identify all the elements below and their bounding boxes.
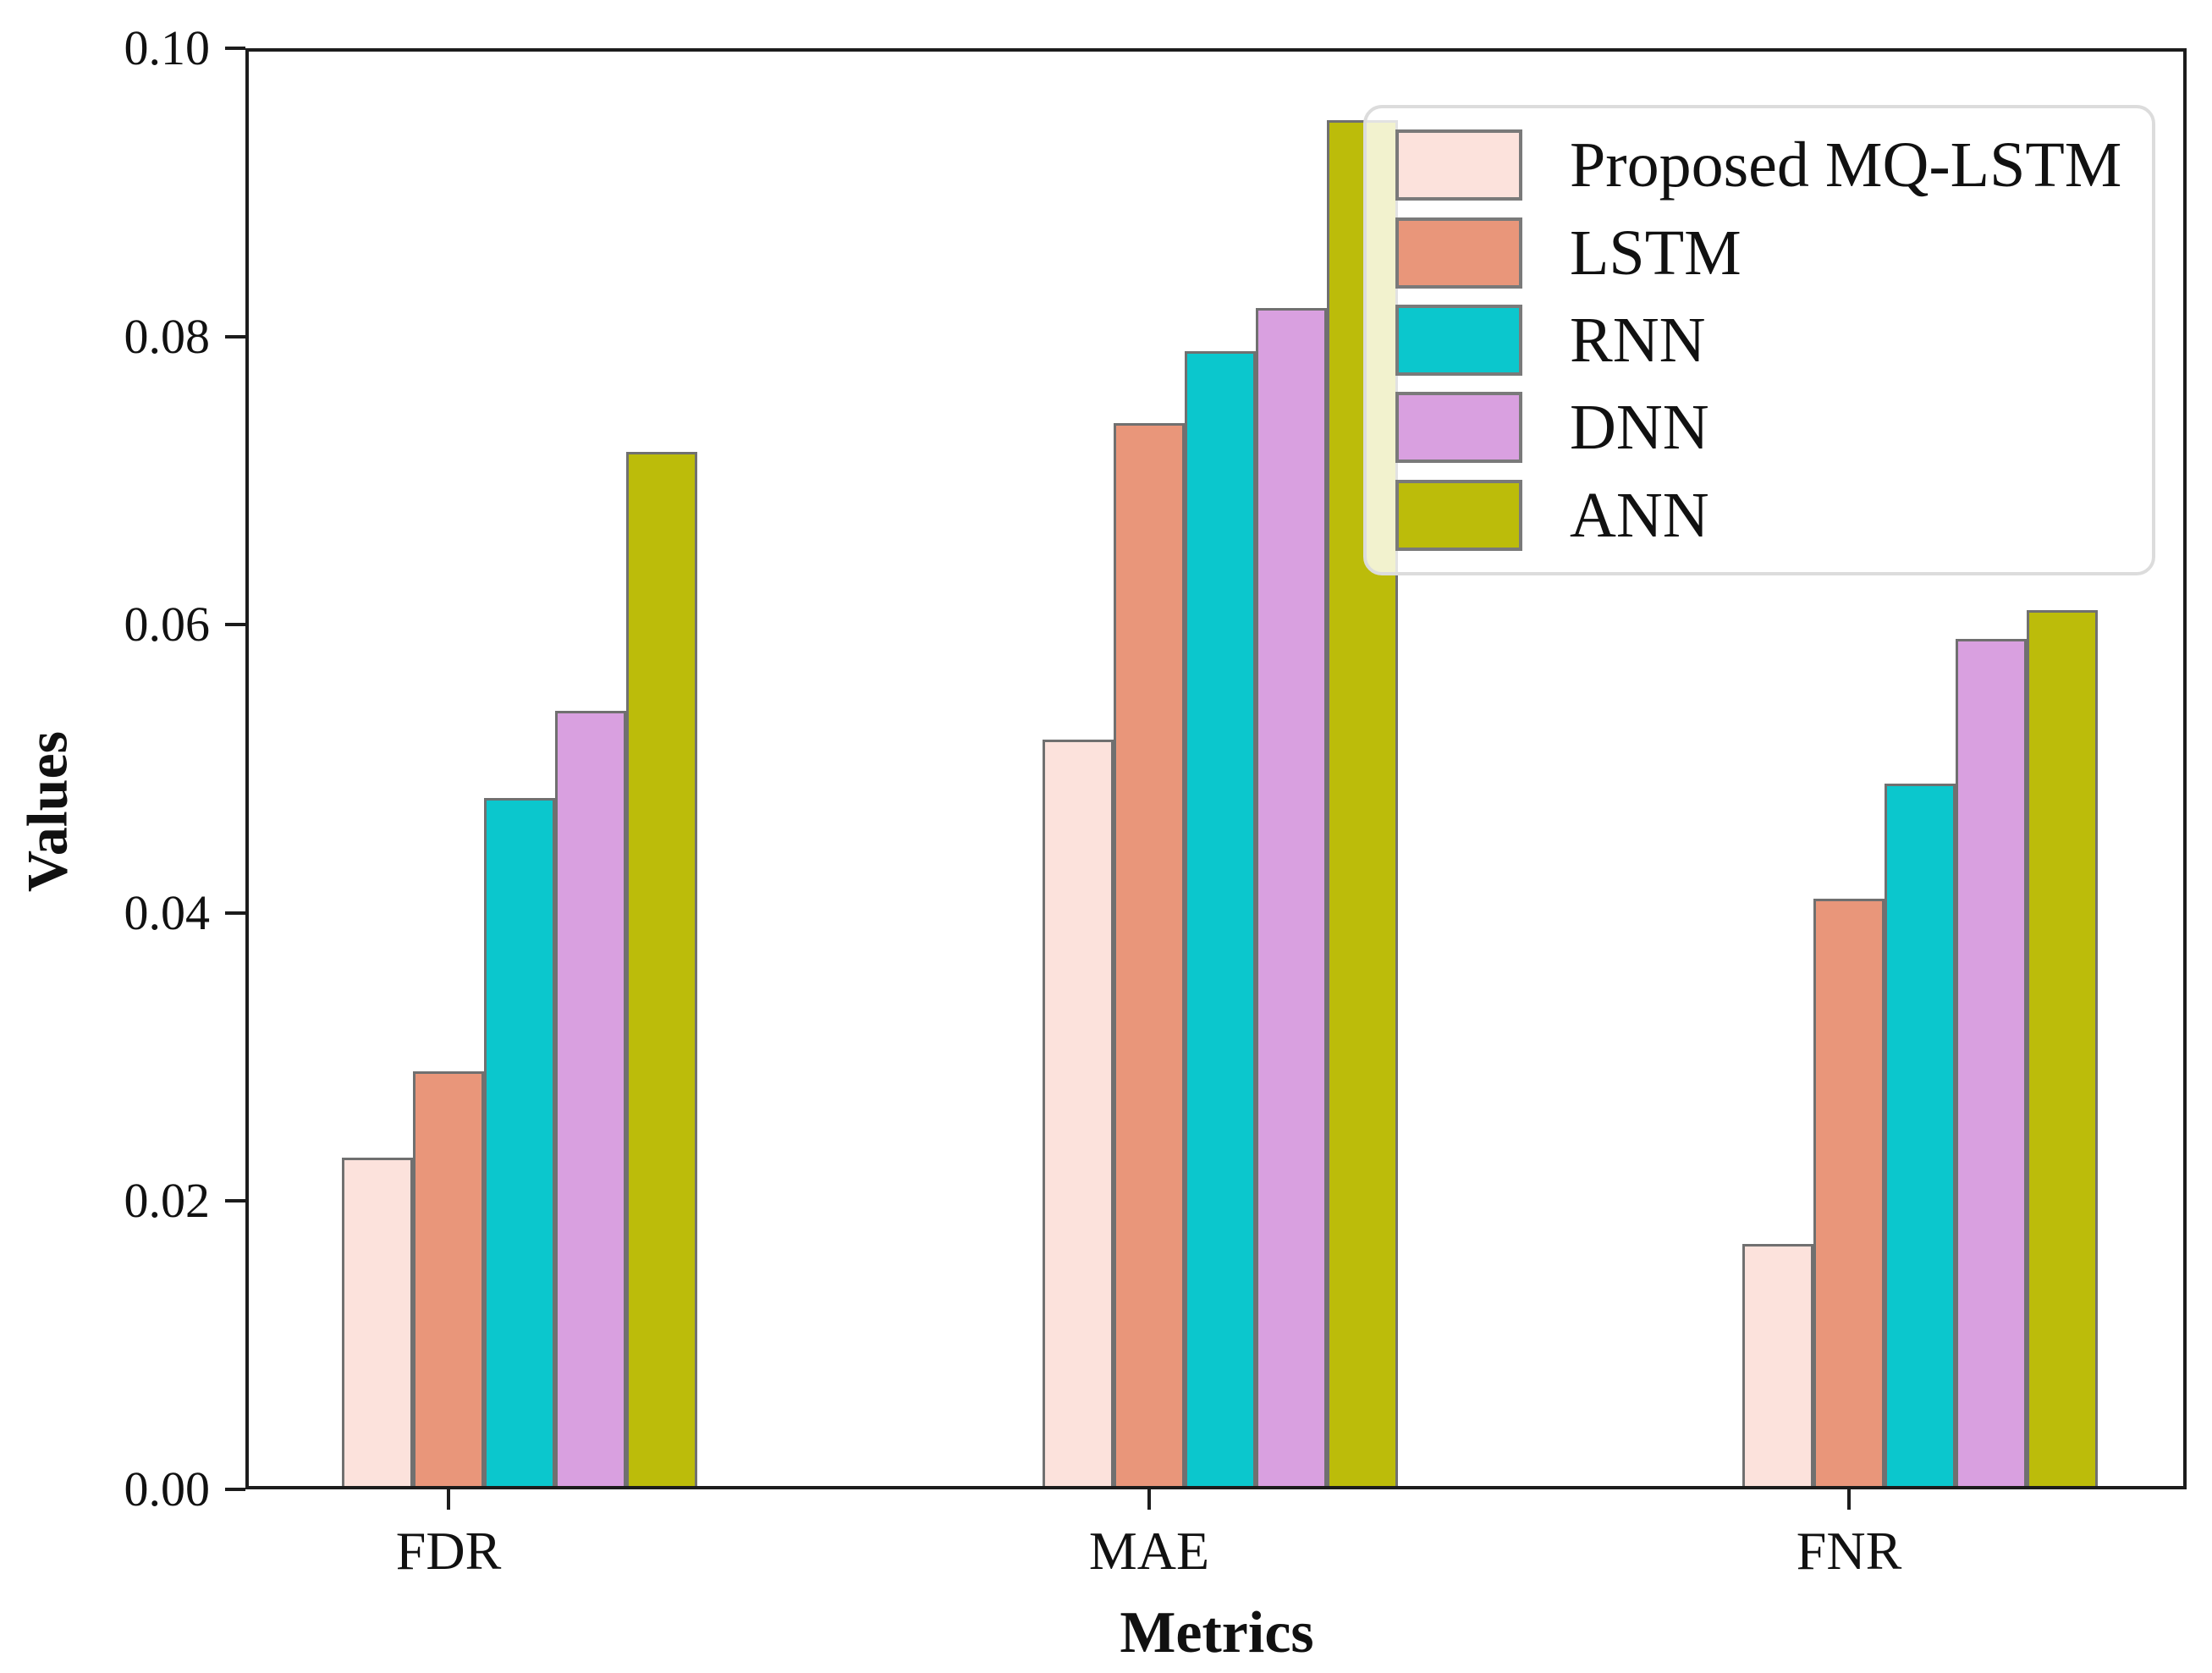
y-axis-tick-label: 0.02 — [124, 1173, 211, 1229]
legend-label: ANN — [1570, 479, 1709, 551]
legend-item-proposed-mq-lstm: Proposed MQ-LSTM — [1395, 129, 2127, 201]
x-axis-title: Metrics — [1120, 1600, 1314, 1665]
bar-rnn-fdr — [484, 797, 555, 1489]
bar-dnn-fdr — [555, 711, 626, 1489]
x-axis-tick — [1847, 1489, 1851, 1510]
legend-label: LSTM — [1570, 217, 1742, 289]
bar-ann-fnr — [2027, 610, 2098, 1489]
y-axis-title: Values — [14, 730, 80, 893]
x-axis-tick-label-fdr: FDR — [395, 1521, 502, 1581]
y-axis-tick-label: 0.04 — [124, 884, 211, 940]
legend-item-lstm: LSTM — [1395, 217, 2127, 289]
legend-item-ann: ANN — [1395, 479, 2127, 551]
bar-lstm-mae — [1114, 422, 1185, 1489]
y-axis-tick — [225, 1488, 245, 1491]
legend-label: Proposed MQ-LSTM — [1570, 129, 2122, 201]
bar-proposed-mq-lstm-fnr — [1742, 1244, 1813, 1489]
y-axis-tick-label: 0.00 — [124, 1461, 211, 1516]
x-axis-tick-label-fnr: FNR — [1796, 1521, 1902, 1581]
y-axis-tick — [225, 1199, 245, 1203]
bar-lstm-fdr — [413, 1071, 484, 1489]
y-axis-tick-label: 0.06 — [124, 597, 211, 652]
y-axis-tick — [225, 334, 245, 338]
y-axis-tick-label: 0.08 — [124, 308, 211, 364]
x-axis-tick-label-mae: MAE — [1088, 1521, 1210, 1581]
bar-lstm-fnr — [1813, 898, 1885, 1489]
bar-ann-fdr — [626, 451, 697, 1489]
bar-rnn-mae — [1185, 350, 1256, 1489]
y-axis-tick — [225, 623, 245, 627]
legend-swatch-lstm — [1395, 217, 1522, 289]
bar-proposed-mq-lstm-fdr — [342, 1158, 413, 1489]
legend-swatch-rnn — [1395, 304, 1522, 376]
y-axis-tick — [225, 47, 245, 50]
x-axis-tick — [447, 1489, 450, 1510]
legend-label: RNN — [1570, 304, 1706, 376]
bar-proposed-mq-lstm-mae — [1043, 740, 1114, 1489]
legend-item-rnn: RNN — [1395, 304, 2127, 376]
bar-dnn-mae — [1256, 307, 1327, 1489]
bar-dnn-fnr — [1956, 639, 2027, 1489]
legend-item-dnn: DNN — [1395, 392, 2127, 464]
legend-swatch-proposed-mq-lstm — [1395, 129, 1522, 201]
legend-label: DNN — [1570, 392, 1709, 464]
x-axis-tick — [1147, 1489, 1151, 1510]
legend-swatch-ann — [1395, 479, 1522, 551]
y-axis-tick-label: 0.10 — [124, 20, 211, 75]
legend: Proposed MQ-LSTM LSTM RNN DNN ANN — [1363, 105, 2155, 575]
y-axis-tick — [225, 911, 245, 915]
bar-rnn-fnr — [1885, 783, 1956, 1489]
legend-swatch-dnn — [1395, 392, 1522, 464]
